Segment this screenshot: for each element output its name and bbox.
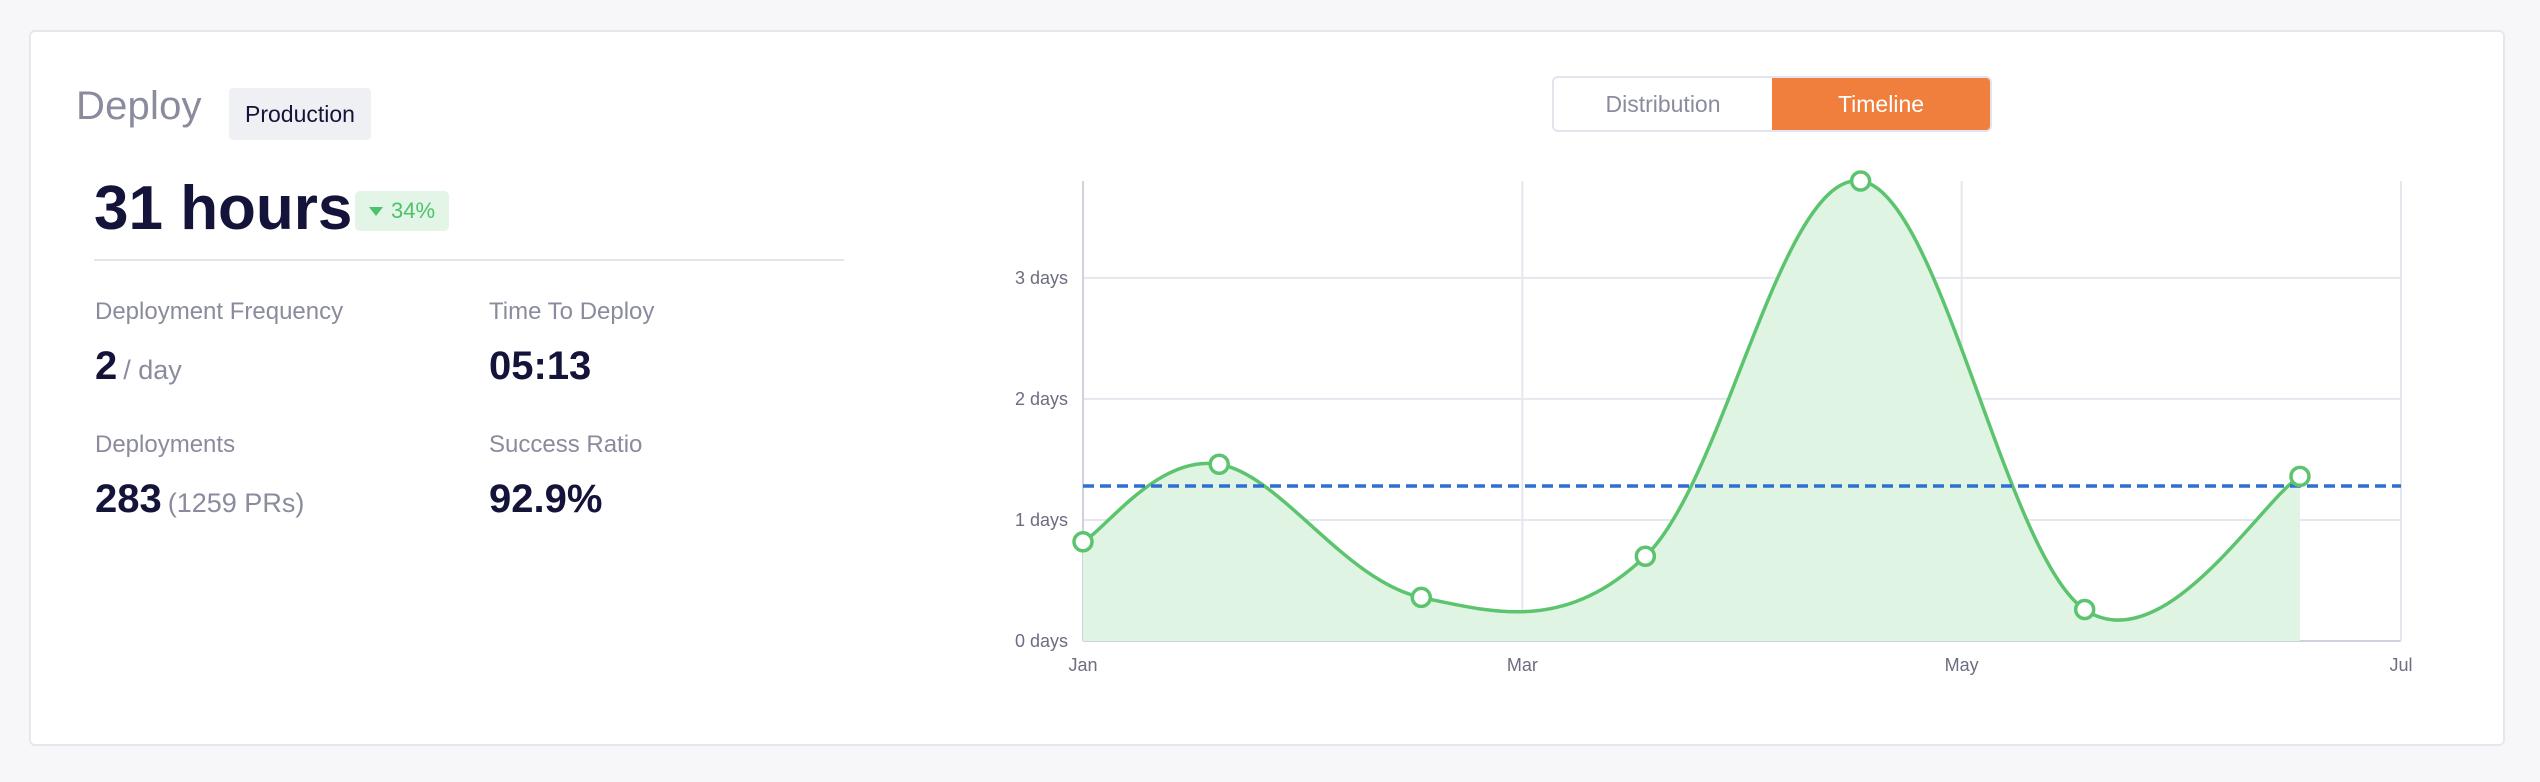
- area-fill: [1083, 180, 2300, 641]
- tab-timeline[interactable]: Timeline: [1772, 78, 1990, 130]
- triangle-down-icon: [369, 206, 383, 216]
- metric-value-deployment-frequency: 2/ day: [95, 344, 182, 389]
- tab-distribution[interactable]: Distribution: [1554, 78, 1772, 130]
- y-tick-label: 2 days: [1015, 389, 1068, 409]
- environment-badge[interactable]: Production: [229, 88, 371, 140]
- metric-label-success-ratio: Success Ratio: [489, 431, 643, 458]
- page-title: Deploy: [76, 84, 202, 128]
- deployments-prs: (1259 PRs): [167, 488, 305, 518]
- deployments-number: 283: [95, 477, 162, 521]
- data-point: [2289, 465, 2311, 488]
- change-percent: 34%: [391, 198, 436, 223]
- lead-time-value: 31 hours: [94, 174, 353, 243]
- x-tick-label: May: [1945, 655, 1979, 675]
- change-badge: 34%: [355, 191, 450, 231]
- metric-value-time-to-deploy: 05:13: [489, 344, 592, 388]
- divider: [94, 259, 844, 261]
- deployment-frequency-number: 2: [95, 344, 118, 388]
- metric-value-deployments: 283 (1259 PRs): [95, 477, 304, 522]
- x-tick-label: Jan: [1068, 655, 1097, 675]
- y-tick-label: 0 days: [1015, 631, 1068, 651]
- deployment-frequency-unit: / day: [123, 355, 182, 385]
- metric-value-success-ratio: 92.9%: [489, 477, 603, 521]
- x-tick-label: Mar: [1507, 655, 1538, 675]
- x-tick-label: Jul: [2389, 655, 2412, 675]
- metric-label-deployments: Deployments: [95, 431, 236, 458]
- y-tick-label: 3 days: [1015, 268, 1068, 288]
- metric-label-deployment-frequency: Deployment Frequency: [95, 298, 344, 325]
- data-point: [1410, 586, 1433, 609]
- metric-label-time-to-deploy: Time To Deploy: [489, 298, 655, 325]
- data-point: [2073, 598, 2096, 621]
- view-toggle: Distribution Timeline: [1552, 76, 1992, 132]
- data-point: [1849, 170, 1872, 192]
- data-point: [1208, 453, 1230, 476]
- data-point: [1072, 530, 1094, 553]
- y-tick-label: 1 days: [1015, 510, 1068, 530]
- data-point: [1634, 545, 1657, 568]
